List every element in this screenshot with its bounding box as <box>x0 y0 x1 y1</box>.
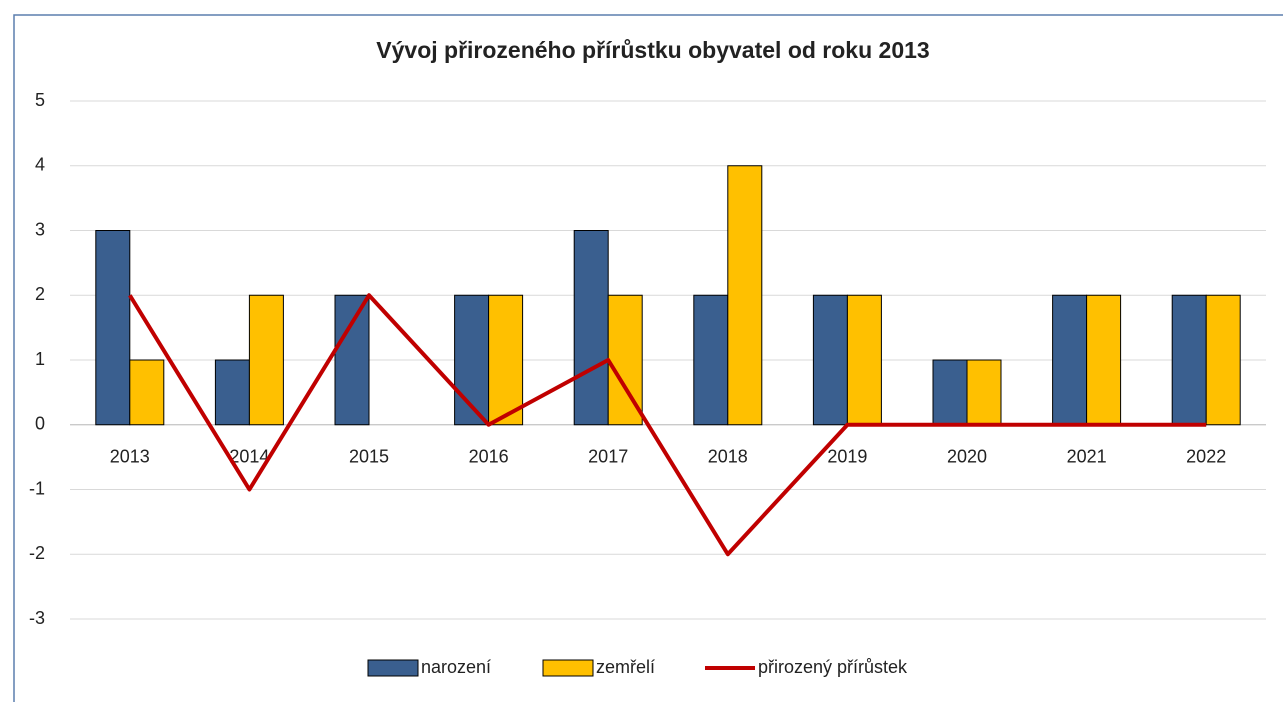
y-tick-label: -1 <box>29 478 45 498</box>
bar <box>812 294 848 426</box>
x-tick-label: 2013 <box>110 447 150 467</box>
bar <box>454 294 490 426</box>
bar <box>727 165 763 426</box>
bar <box>248 294 284 426</box>
bar <box>214 359 250 426</box>
bar <box>1086 294 1122 426</box>
x-tick-label: 2018 <box>708 447 748 467</box>
legend-label: zemřelí <box>596 657 655 677</box>
y-tick-label: 3 <box>35 219 45 239</box>
bar <box>1171 294 1207 426</box>
x-tick-label: 2020 <box>947 447 987 467</box>
bar <box>966 359 1002 426</box>
x-tick-label: 2014 <box>229 447 269 467</box>
bar <box>334 294 370 426</box>
bar <box>693 294 729 426</box>
bar <box>846 294 882 426</box>
legend-label: narození <box>421 657 491 677</box>
x-tick-label: 2015 <box>349 447 389 467</box>
bar <box>932 359 968 426</box>
y-tick-label: 5 <box>35 90 45 110</box>
legend-swatch <box>542 659 594 677</box>
bar <box>488 294 524 426</box>
y-tick-label: 1 <box>35 349 45 369</box>
chart-title: Vývoj přirozeného přírůstku obyvatel od … <box>376 37 929 63</box>
x-tick-label: 2016 <box>469 447 509 467</box>
y-tick-label: -2 <box>29 543 45 563</box>
line-series <box>128 293 1207 557</box>
legend-label: přirozený přírůstek <box>758 657 908 677</box>
y-tick-label: -3 <box>29 608 45 628</box>
bar <box>573 230 609 426</box>
legend-swatch <box>367 659 419 677</box>
x-tick-label: 2022 <box>1186 447 1226 467</box>
bar <box>129 359 165 426</box>
bar <box>95 230 131 426</box>
x-tick-label: 2017 <box>588 447 628 467</box>
x-tick-label: 2019 <box>827 447 867 467</box>
y-tick-label: 2 <box>35 284 45 304</box>
y-tick-label: 0 <box>35 414 45 434</box>
x-tick-label: 2021 <box>1067 447 1107 467</box>
y-tick-label: 4 <box>35 155 45 175</box>
bar <box>1052 294 1088 426</box>
bar <box>1205 294 1241 426</box>
